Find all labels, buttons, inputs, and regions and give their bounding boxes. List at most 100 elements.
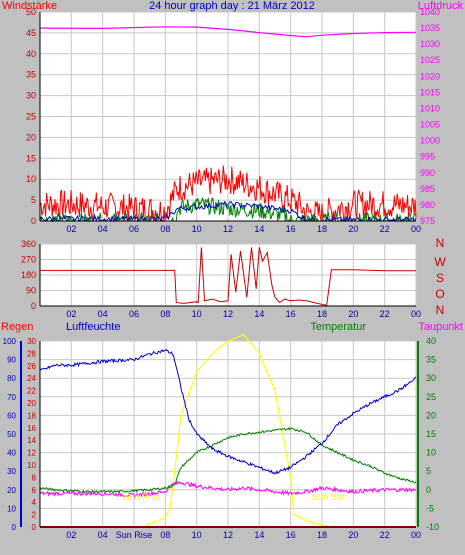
- pressure-y-tick-label: 1020: [420, 71, 440, 81]
- humidity-y-tick-label: 2: [32, 511, 37, 520]
- wind-y-tick-label: 20: [26, 132, 36, 142]
- direction-panel-x-tick-label: 02: [66, 309, 76, 319]
- rain-y-tick-label: 90: [7, 356, 16, 365]
- direction-panel-x-tick-label: 06: [129, 309, 139, 319]
- wind-y-tick-label: 30: [26, 91, 36, 101]
- humidity-y-tick-label: 14: [27, 436, 36, 445]
- direction-panel-x-tick-label: 00: [411, 309, 421, 319]
- rain-y-tick-label: 70: [7, 393, 16, 402]
- humidity-panel-x-tick-label: 04: [98, 530, 108, 540]
- pressure-y-tick-label: 1015: [420, 87, 440, 97]
- rain-y-tick-label: 80: [7, 374, 16, 383]
- rain-axis-label: Regen: [1, 321, 33, 333]
- pressure-y-tick-label: 990: [420, 168, 435, 178]
- wind-panel-x-tick-label: 14: [254, 224, 264, 234]
- wind-panel-x-tick-label: 10: [192, 224, 202, 234]
- wind-panel-x-tick-label: 06: [129, 224, 139, 234]
- direction-panel-x-tick-label: 20: [348, 309, 358, 319]
- temperature-y-tick-label: 20: [426, 410, 436, 420]
- humidity-axis-label: Luftfeuchte: [66, 321, 120, 333]
- direction-y-tick-label: 90: [26, 286, 36, 296]
- temperature-axis-label: Temperatur: [310, 321, 366, 333]
- direction-y-tick-label: 360: [21, 239, 36, 249]
- humidity-y-tick-label: 16: [27, 424, 36, 433]
- temperature-y-tick-label: 5: [426, 466, 431, 476]
- pressure-series: [39, 26, 417, 38]
- humidity-y-tick-label: 4: [32, 498, 37, 507]
- compass-label: O: [435, 287, 444, 301]
- wind-y-tick-label: 10: [26, 174, 36, 184]
- direction-panel-x-tick-label: 16: [286, 309, 296, 319]
- wind-pressure-panel: 02 04 06 08 10 12 14 16 18 20 22 000510152025303540…: [26, 7, 440, 234]
- wind-y-tick-label: 25: [26, 112, 36, 122]
- humidity-panel-x-tick-label: 02: [66, 530, 76, 540]
- dewpoint-axis-label: Taupunkt: [418, 321, 463, 333]
- humidity-panel-x-tick-label: 22: [380, 530, 390, 540]
- temperature-y-tick-label: 10: [426, 448, 436, 458]
- wind-panel-x-tick-label: 08: [160, 224, 170, 234]
- temperature-y-tick-label: 0: [426, 485, 431, 495]
- direction-y-tick-label: 180: [21, 270, 36, 280]
- rain-y-tick-label: 50: [7, 430, 16, 439]
- rain-y-tick-label: 0: [12, 523, 17, 532]
- dewpoint-series: [39, 480, 417, 499]
- rain-y-tick-label: 20: [7, 486, 16, 495]
- pressure-y-tick-label: 1005: [420, 120, 440, 130]
- direction-panel-x-tick-label: 12: [223, 309, 233, 319]
- humidity-temperature-panel: 02 04 Sun Rise 08 10 12 14 16 18 20 22 000102030405…: [3, 334, 439, 540]
- humidity-panel-x-tick-label: 10: [192, 530, 202, 540]
- humidity-y-tick-label: 6: [32, 486, 37, 495]
- humidity-panel-x-tick-label: 14: [254, 530, 264, 540]
- humidity-y-tick-label: 12: [27, 449, 36, 458]
- solar-series: [40, 334, 416, 528]
- sun-rise-annotation: Sun Rise: [124, 492, 161, 502]
- pressure-y-tick-label: 1040: [420, 7, 440, 17]
- humidity-series: [39, 349, 417, 475]
- pressure-y-tick-label: 995: [420, 152, 435, 162]
- direction-y-tick-label: 0: [31, 301, 36, 311]
- wind-panel-x-tick-label: 04: [98, 224, 108, 234]
- pressure-y-tick-label: 975: [420, 216, 435, 226]
- pressure-axis-label: Luftdruck: [418, 0, 464, 12]
- humidity-y-tick-label: 8: [32, 473, 37, 482]
- humidity-y-tick-label: 18: [27, 411, 36, 420]
- compass-label: S: [436, 271, 444, 285]
- wind-y-tick-label: 35: [26, 70, 36, 80]
- pressure-y-tick-label: 980: [420, 200, 435, 210]
- compass-label: N: [436, 236, 445, 250]
- wind-panel-x-tick-label: 00: [411, 224, 421, 234]
- direction-panel-x-tick-label: 04: [98, 309, 108, 319]
- direction-panel-x-tick-label: 22: [380, 309, 390, 319]
- direction-y-tick-label: 270: [21, 255, 36, 265]
- chart-title: 24 hour graph day : 21 März 2012: [149, 0, 315, 12]
- humidity-panel-x-tick-label: 20: [348, 530, 358, 540]
- temperature-series: [39, 426, 417, 494]
- pressure-y-tick-label: 1025: [420, 55, 440, 65]
- direction-panel-x-tick-label: 14: [254, 309, 264, 319]
- humidity-panel-x-tick-label: 18: [317, 530, 327, 540]
- wind-panel-x-tick-label: 02: [66, 224, 76, 234]
- humidity-panel-x-tick-label: Sun Rise: [116, 530, 153, 540]
- pressure-y-tick-label: 1035: [420, 23, 440, 33]
- temperature-y-tick-label: -5: [426, 503, 434, 513]
- wind-axis-label: Windstärke: [2, 0, 57, 12]
- wind-panel-x-tick-label: 18: [317, 224, 327, 234]
- wind-panel-x-tick-label: 16: [286, 224, 296, 234]
- rain-y-tick-label: 40: [7, 449, 16, 458]
- temperature-y-tick-label: 35: [426, 355, 436, 365]
- humidity-y-tick-label: 22: [27, 387, 36, 396]
- temperature-y-tick-label: 30: [426, 373, 436, 383]
- humidity-panel-x-tick-label: 16: [286, 530, 296, 540]
- pressure-y-tick-label: 1000: [420, 136, 440, 146]
- humidity-y-tick-label: 24: [27, 374, 36, 383]
- pressure-y-tick-label: 985: [420, 184, 435, 194]
- wind-y-tick-label: 40: [26, 49, 36, 59]
- humidity-y-tick-label: 26: [27, 362, 36, 371]
- rain-y-tick-label: 30: [7, 467, 16, 476]
- wind-y-tick-label: 45: [26, 28, 36, 38]
- sun-set-annotation: Sun Set: [312, 492, 345, 502]
- compass-label: W: [434, 255, 446, 269]
- pressure-y-tick-label: 1010: [420, 103, 440, 113]
- temperature-y-tick-label: 25: [426, 392, 436, 402]
